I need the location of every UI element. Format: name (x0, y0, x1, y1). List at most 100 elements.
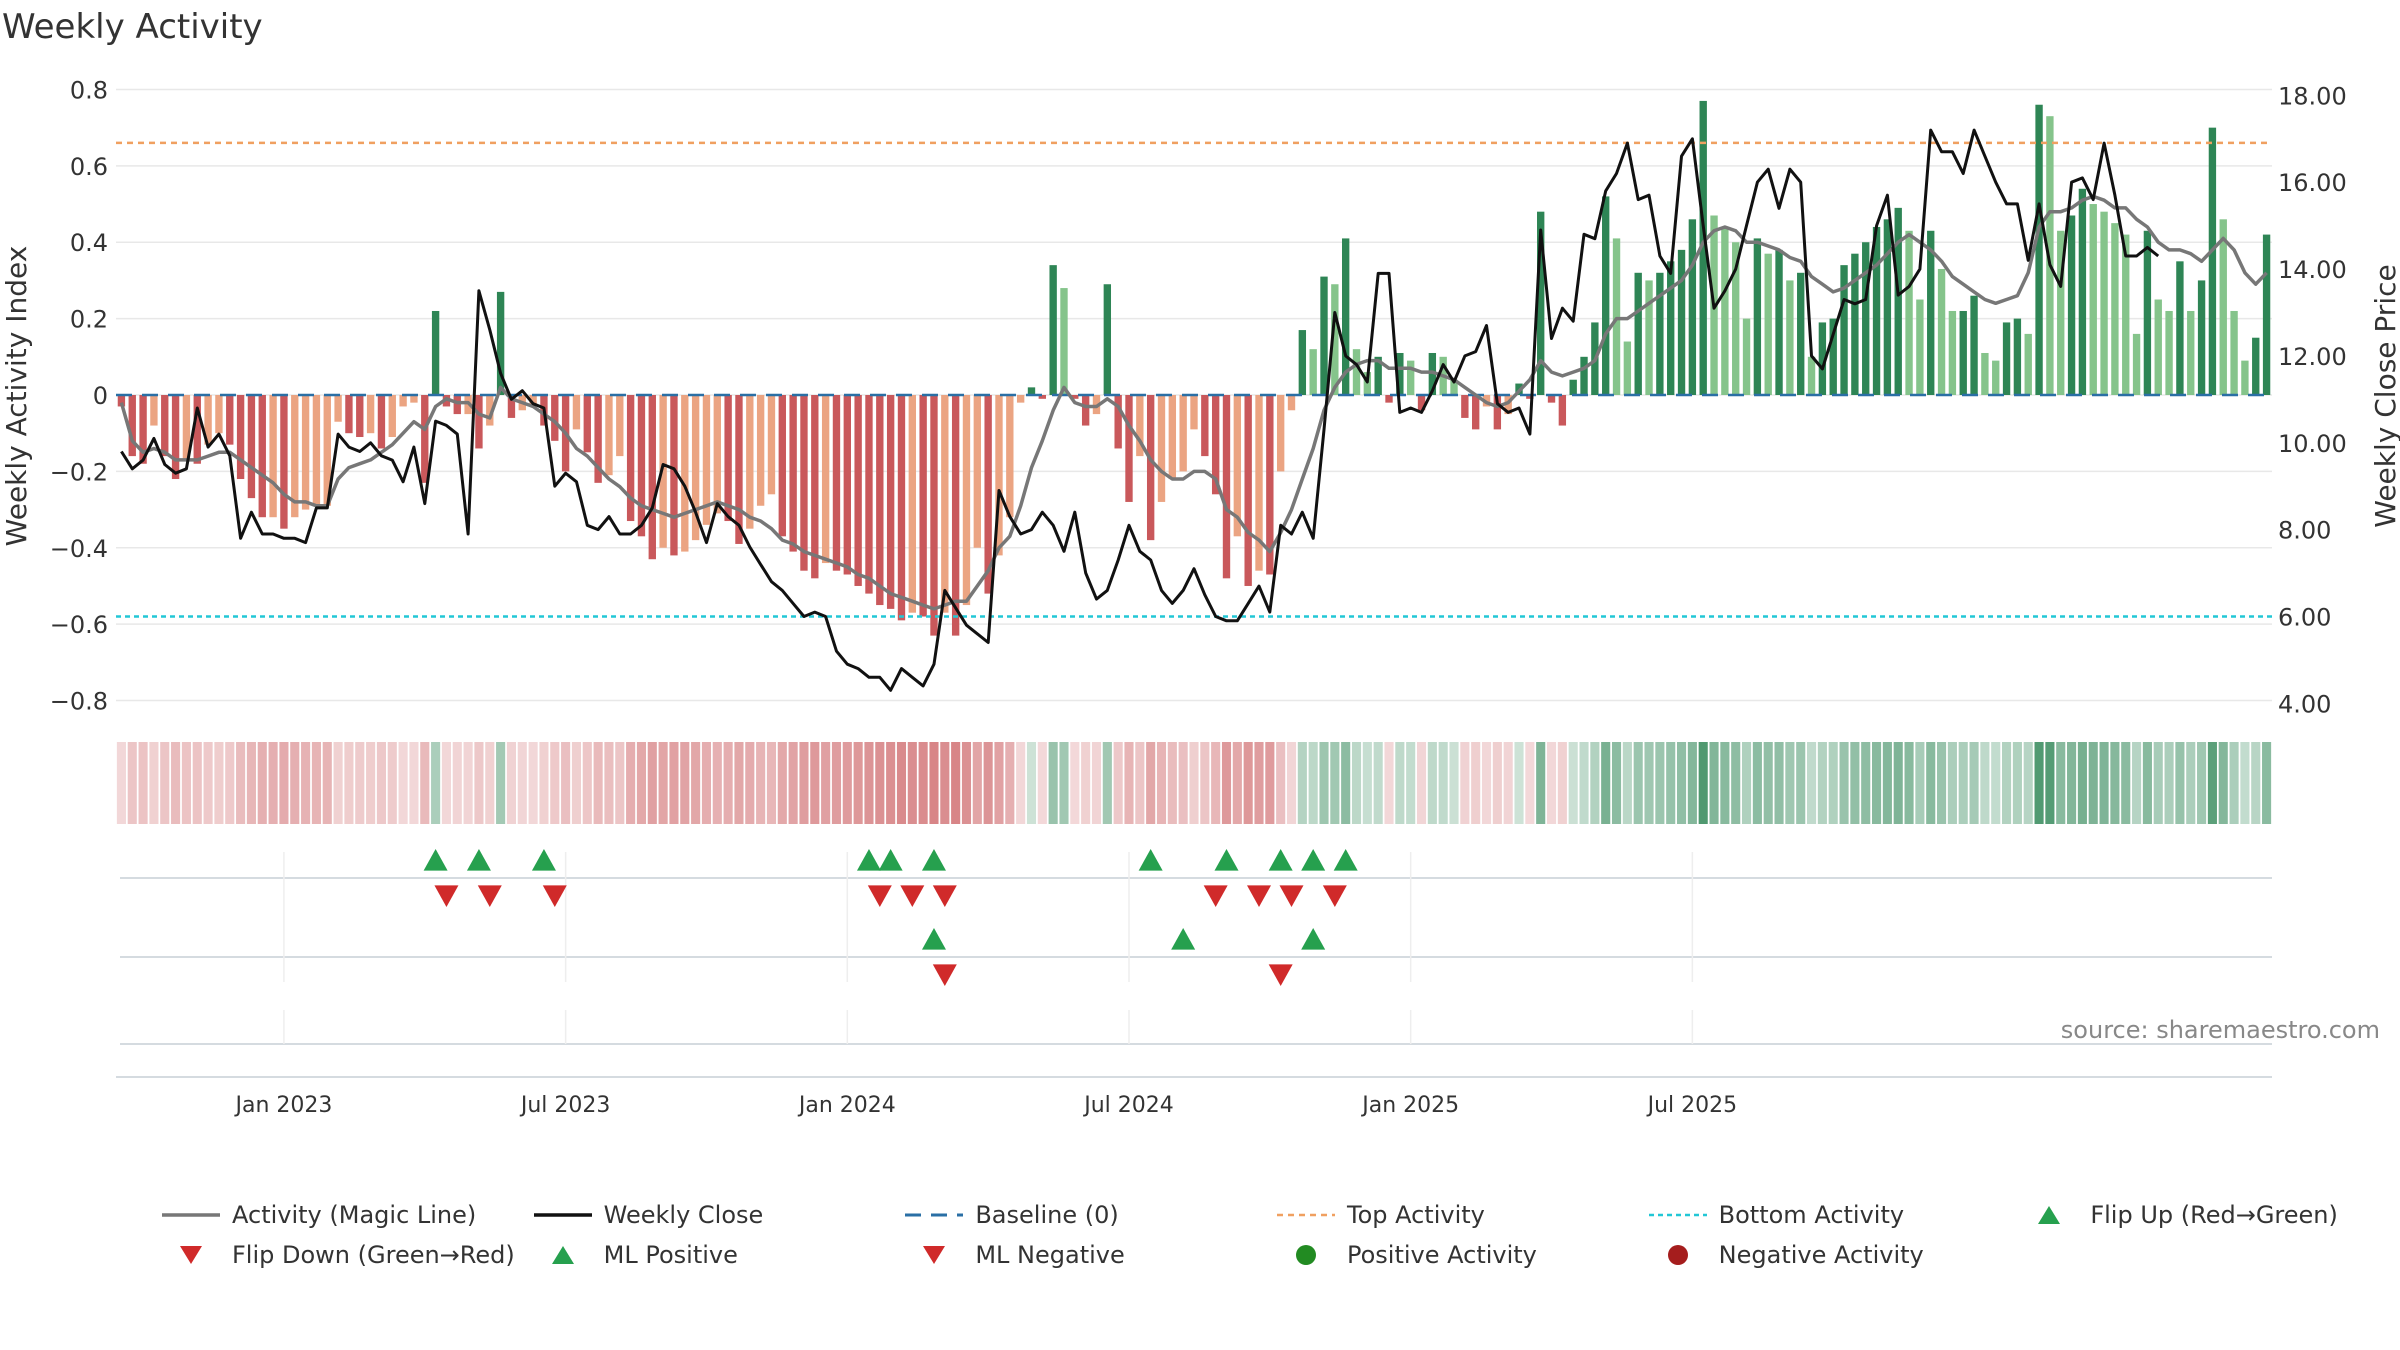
activity-bar (236, 395, 245, 480)
heat-cell (1817, 742, 1827, 824)
activity-bar (1211, 395, 1220, 495)
heat-cell (1048, 742, 1058, 824)
heat-cell (1016, 742, 1026, 824)
heat-cell (485, 742, 495, 824)
heat-cell (181, 742, 191, 824)
activity-bar (1905, 230, 1913, 395)
heat-cell (1135, 742, 1145, 824)
activity-bar (1764, 253, 1772, 395)
heat-cell (452, 742, 462, 824)
activity-bar (1818, 322, 1827, 395)
heat-cell (1958, 742, 1968, 824)
heat-cell (1514, 742, 1524, 824)
y-tick-label: −0.6 (50, 611, 108, 639)
legend-label: ML Positive (603, 1241, 738, 1269)
x-tick-label: Jul 2023 (519, 1093, 611, 1118)
flip-up-marker (1268, 849, 1293, 871)
legend-swatch-icon (905, 1213, 964, 1217)
heat-cell (1481, 742, 1492, 824)
activity-bar (1537, 211, 1545, 395)
activity-bar (1786, 280, 1794, 395)
activity-bar (1406, 360, 1415, 395)
activity-bar (1287, 395, 1296, 411)
heat-cell (1395, 742, 1405, 824)
activity-bar (1732, 242, 1740, 395)
heat-cell (441, 742, 451, 824)
heat-cell (1167, 742, 1177, 824)
activity-bar (182, 395, 191, 460)
heat-cell (1341, 742, 1351, 824)
activity-bar (366, 395, 375, 434)
activity-bar (1797, 272, 1805, 395)
heat-cell (983, 742, 993, 824)
activity-bar (2176, 261, 2184, 395)
heat-cell (1850, 742, 1860, 824)
activity-bar (865, 395, 873, 594)
activity-bar (1688, 219, 1697, 395)
heat-cell (896, 742, 907, 824)
heat-cell (1026, 742, 1037, 824)
activity-bar (626, 395, 635, 522)
heat-cell (691, 742, 701, 824)
heat-cell (2132, 742, 2142, 824)
activity-bar (291, 395, 299, 518)
activity-bar (572, 395, 581, 430)
heat-cell (756, 742, 766, 824)
heat-cell (1416, 742, 1427, 824)
heat-cell (972, 742, 982, 824)
heat-cell (1991, 742, 2001, 824)
heat-cell (1330, 742, 1340, 824)
activity-bar (962, 395, 971, 606)
heat-cell (506, 742, 516, 824)
heat-cell (561, 742, 571, 824)
activity-bar (496, 291, 505, 395)
heat-cell (571, 742, 582, 824)
series-lines (116, 128, 2272, 692)
heat-cell (2175, 742, 2185, 824)
activity-bar (2002, 322, 2011, 395)
activity-bar (1331, 284, 1339, 395)
heat-cell (1297, 742, 1307, 824)
heat-cell (1362, 742, 1372, 824)
heat-cell (680, 742, 690, 824)
heat-cell (1698, 742, 1708, 824)
heat-cell (1893, 742, 1903, 824)
heat-cell (1785, 742, 1795, 824)
activity-bar (2046, 116, 2054, 395)
heat-cell (1611, 742, 1622, 824)
activity-bar (1862, 242, 1870, 395)
activity-bar (312, 395, 321, 506)
heat-cell (1091, 742, 1102, 824)
activity-bar (269, 395, 277, 518)
activity-bar (258, 395, 266, 518)
heat-cell (1872, 742, 1882, 824)
heat-cell (766, 742, 777, 824)
heat-cell (1221, 742, 1232, 824)
heat-cell (626, 742, 636, 824)
activity-bar (215, 395, 223, 434)
activity-bar (605, 395, 613, 476)
activity-bar (2154, 299, 2162, 395)
activity-bar (1840, 265, 1848, 395)
legend-label: Flip Up (Red→Green) (2090, 1201, 2338, 1229)
heat-cell (1265, 742, 1275, 824)
legend-swatch-icon (162, 1213, 220, 1217)
heat-cell (875, 742, 885, 824)
heat-cell (322, 742, 332, 824)
legend-label: Positive Activity (1346, 1241, 1537, 1269)
activity-bar (821, 395, 830, 564)
ml-positive-marker (1301, 928, 1326, 950)
heat-cell (1774, 742, 1784, 824)
activity-bar (1266, 395, 1274, 575)
y2-tick-label: 4.00 (2278, 690, 2331, 718)
heat-cell (1351, 742, 1362, 824)
activity-bar (659, 395, 667, 548)
heat-cell (1200, 742, 1210, 824)
flip-up-marker (921, 849, 946, 871)
activity-bar (193, 395, 201, 464)
heat-cell (539, 742, 549, 824)
heat-cell (1102, 742, 1112, 824)
y2-tick-label: 14.00 (2278, 256, 2347, 284)
activity-bar (1222, 395, 1231, 579)
heat-cell (2023, 742, 2033, 824)
